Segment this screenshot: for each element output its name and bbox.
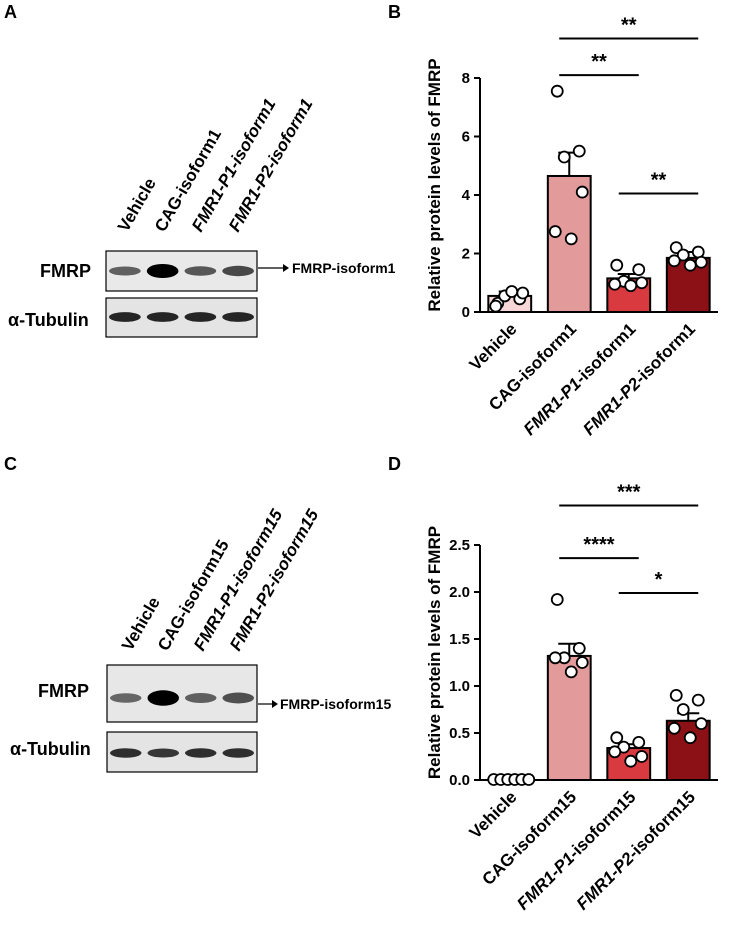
y-tick-label: 0 (462, 304, 470, 321)
blot-band (222, 265, 254, 277)
blot-band (147, 690, 179, 706)
data-point (516, 286, 530, 300)
blot-band (109, 266, 141, 276)
panel-letter-c: C (4, 454, 17, 474)
data-point (635, 276, 649, 290)
blot-band (146, 312, 179, 322)
blot-band (109, 312, 141, 322)
y-tick-label: 0.0 (449, 772, 470, 789)
y-tick-label: 2.5 (449, 537, 470, 554)
data-point (505, 285, 519, 298)
y-tick-label: 0.5 (449, 725, 470, 742)
data-point (669, 689, 683, 702)
data-point (624, 279, 638, 293)
data-point (608, 745, 622, 759)
data-point (550, 84, 564, 98)
data-point (676, 703, 690, 716)
blot-panel-c: Vehicle CAG-isoform15 FMR1-P1-isoform15 … (10, 506, 391, 773)
blot-band (184, 266, 217, 276)
blot-band (185, 693, 217, 703)
significance-label: ** (651, 170, 667, 192)
blot-band (222, 748, 254, 758)
data-point (572, 642, 586, 655)
arrow-head-icon (283, 264, 289, 272)
data-point (548, 225, 562, 238)
significance-label: *** (617, 482, 641, 504)
blot-band (184, 312, 217, 322)
panel-letter-d: D (388, 454, 401, 474)
x-category-label: FMR1-P1-isoform1 (520, 319, 640, 439)
data-point (694, 717, 708, 730)
y-tick-label: 6 (462, 129, 470, 146)
blot-band (185, 748, 217, 758)
data-point (683, 258, 697, 272)
blot-band (222, 312, 254, 322)
y-tick-label: 2.0 (449, 584, 470, 601)
data-point (683, 731, 697, 745)
blot-panel-a: Vehicle CAG-isoform1 FMR1-P1-isoform1 FM… (8, 95, 396, 338)
data-point (667, 721, 681, 735)
y-axis-label: Relative protein levels of FMRP (425, 58, 444, 311)
significance-label: ** (591, 51, 607, 73)
blot-band (147, 748, 179, 758)
arrow-head-icon (272, 700, 278, 708)
data-point (632, 263, 646, 276)
data-point (691, 693, 705, 707)
x-category-label: Vehicle (466, 319, 521, 374)
blot-row-label: FMRP (38, 681, 89, 701)
data-point (550, 593, 564, 606)
blot-band (110, 693, 142, 703)
data-point (575, 656, 589, 669)
data-point (676, 248, 690, 262)
data-point (691, 245, 705, 259)
data-point (694, 255, 708, 269)
data-point (572, 144, 586, 158)
significance-label: * (655, 569, 663, 591)
data-point (564, 665, 578, 679)
blot-band (222, 692, 254, 704)
data-point (575, 185, 589, 199)
blot-row-label: α-Tubulin (8, 310, 89, 330)
y-axis-label: Relative protein levels of FMRP (425, 526, 444, 779)
data-point (610, 731, 624, 745)
fmrp-bands (109, 264, 254, 278)
y-tick-label: 8 (462, 70, 470, 87)
fmrp-bands (110, 690, 254, 706)
tubulin-bands (109, 312, 254, 322)
data-point (624, 754, 638, 768)
data-point (489, 299, 503, 313)
bar-chart-b: 0 2 4 6 8 Relative protein levels of FMRP Vehi… (425, 15, 718, 439)
y-tick-label: 1.0 (449, 678, 470, 695)
panel-letter-a: A (4, 2, 17, 22)
y-tick-label: 1.5 (449, 631, 470, 648)
x-category-label: FMR1-P2-isoform1 (579, 319, 699, 439)
data-point (564, 232, 578, 246)
data-point (548, 651, 562, 665)
blot-band (110, 748, 142, 758)
blot-row-label: FMRP (40, 261, 91, 281)
y-tick-label: 4 (462, 187, 471, 204)
x-category-label: FMR1-P2-isoform15 (573, 787, 699, 913)
bar-chart-d: 0.0 0.5 1.0 1.5 2.0 2.5 Relative protein level… (425, 482, 718, 914)
x-category-label: Vehicle (466, 787, 521, 842)
blot-band (146, 264, 179, 278)
data-point (635, 750, 649, 763)
data-point (632, 736, 646, 749)
significance-label: ** (621, 15, 637, 37)
blot-row-label: α-Tubulin (10, 739, 91, 759)
arrow-label: FMRP-isoform1 (292, 260, 396, 276)
data-point (610, 258, 624, 272)
tubulin-bands (110, 748, 254, 758)
data-point (522, 773, 536, 786)
data-point (557, 150, 571, 164)
significance-label: **** (583, 534, 614, 556)
panel-letter-b: B (388, 2, 401, 22)
arrow-label: FMRP-isoform15 (280, 696, 391, 712)
data-point (667, 254, 681, 268)
y-tick-label: 2 (462, 246, 470, 263)
x-category-label: FMR1-P1-isoform15 (513, 787, 639, 913)
data-point (608, 277, 622, 291)
